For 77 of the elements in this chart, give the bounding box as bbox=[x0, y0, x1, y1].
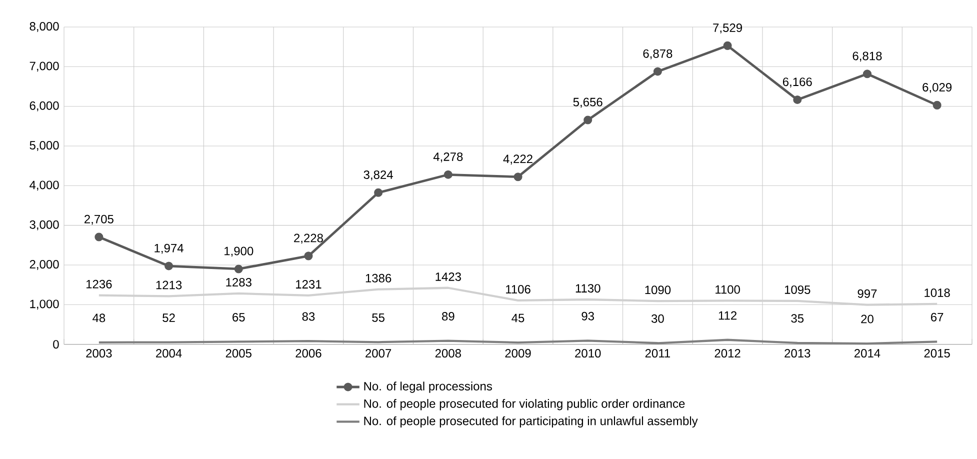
point bbox=[234, 264, 243, 274]
data-label: 93 bbox=[582, 312, 594, 320]
x-tick-label: 2015 bbox=[924, 349, 950, 358]
data-label: 67 bbox=[931, 312, 944, 322]
data-label: 6,878 bbox=[643, 49, 672, 60]
x-tick-label: 2009 bbox=[505, 349, 531, 358]
point bbox=[164, 262, 174, 270]
data-label: 1386 bbox=[366, 274, 392, 282]
x-tick-label: 2008 bbox=[435, 349, 461, 358]
data-label: 1231 bbox=[296, 280, 322, 289]
point bbox=[444, 170, 452, 179]
data-label: 1213 bbox=[156, 280, 182, 290]
point bbox=[653, 67, 662, 76]
data-label: 89 bbox=[442, 312, 454, 321]
data-label: 7,529 bbox=[713, 24, 742, 34]
data-label: 2,705 bbox=[84, 214, 114, 225]
data-label: 65 bbox=[232, 312, 245, 322]
data-label: 3,824 bbox=[364, 170, 393, 180]
data-label: 83 bbox=[302, 312, 315, 321]
data-label: 20 bbox=[861, 314, 874, 324]
x-tick-label: 2005 bbox=[226, 349, 252, 358]
data-label: 1236 bbox=[86, 280, 112, 288]
x-tick-label: 2014 bbox=[854, 349, 880, 358]
x-tick-label: 2013 bbox=[784, 349, 810, 358]
data-label: 112 bbox=[718, 311, 736, 320]
data-label: 52 bbox=[162, 313, 175, 322]
legend-label: No. of people prosecuted for violating public order ordinance bbox=[364, 399, 685, 410]
y-tick-label: 0 bbox=[53, 340, 59, 349]
point bbox=[94, 232, 104, 242]
x-tick-label: 2006 bbox=[296, 349, 322, 358]
point bbox=[932, 100, 942, 110]
data-label: 55 bbox=[372, 313, 384, 322]
data-label: 1095 bbox=[784, 285, 810, 294]
y-tick-label: 2,000 bbox=[30, 260, 59, 270]
x-tick-label: 2010 bbox=[575, 349, 601, 358]
data-label: 45 bbox=[512, 314, 524, 322]
data-label: 6,166 bbox=[782, 78, 812, 88]
data-label: 1,974 bbox=[154, 244, 184, 254]
data-label: 1100 bbox=[716, 285, 740, 294]
data-label: 1,900 bbox=[224, 246, 254, 257]
data-label: 1106 bbox=[506, 285, 530, 294]
data-label: 1283 bbox=[226, 278, 252, 287]
x-tick-label: 2004 bbox=[156, 349, 182, 358]
data-label: 2,228 bbox=[294, 234, 323, 244]
data-label: 5,656 bbox=[573, 98, 602, 108]
x-tick-label: 2007 bbox=[366, 349, 392, 358]
data-label: 6,818 bbox=[852, 52, 882, 62]
data-label: 997 bbox=[858, 289, 877, 298]
x-tick-label: 2011 bbox=[645, 349, 670, 358]
data-label: 6,029 bbox=[922, 82, 952, 93]
y-tick-label: 7,000 bbox=[30, 62, 59, 72]
data-label: 1423 bbox=[436, 272, 461, 281]
data-label: 4,278 bbox=[433, 152, 463, 162]
legend-label: No. of legal processions bbox=[364, 382, 492, 393]
point bbox=[304, 252, 313, 260]
y-tick-label: 1,000 bbox=[30, 300, 59, 310]
point bbox=[723, 41, 732, 50]
legend-label: No. of people prosecuted for participating in unlawful assembly bbox=[364, 416, 698, 428]
data-label: 1090 bbox=[645, 286, 671, 294]
y-tick-label: 5,000 bbox=[30, 141, 59, 151]
point bbox=[374, 188, 383, 197]
data-label: 4,222 bbox=[503, 154, 532, 165]
point bbox=[793, 95, 802, 104]
data-label: 1130 bbox=[576, 284, 600, 293]
y-tick-label: 4,000 bbox=[30, 180, 59, 191]
x-tick-label: 2012 bbox=[714, 349, 740, 358]
data-label: 30 bbox=[651, 314, 664, 323]
data-label: 35 bbox=[791, 314, 804, 323]
point bbox=[514, 172, 522, 182]
data-label: 48 bbox=[92, 314, 106, 322]
data-label: 1018 bbox=[924, 288, 950, 298]
point bbox=[862, 70, 872, 78]
y-tick-label: 8,000 bbox=[30, 22, 59, 32]
point bbox=[584, 116, 592, 124]
y-tick-label: 3,000 bbox=[30, 220, 59, 230]
y-tick-label: 6,000 bbox=[30, 101, 59, 112]
x-tick-label: 2003 bbox=[86, 349, 112, 358]
